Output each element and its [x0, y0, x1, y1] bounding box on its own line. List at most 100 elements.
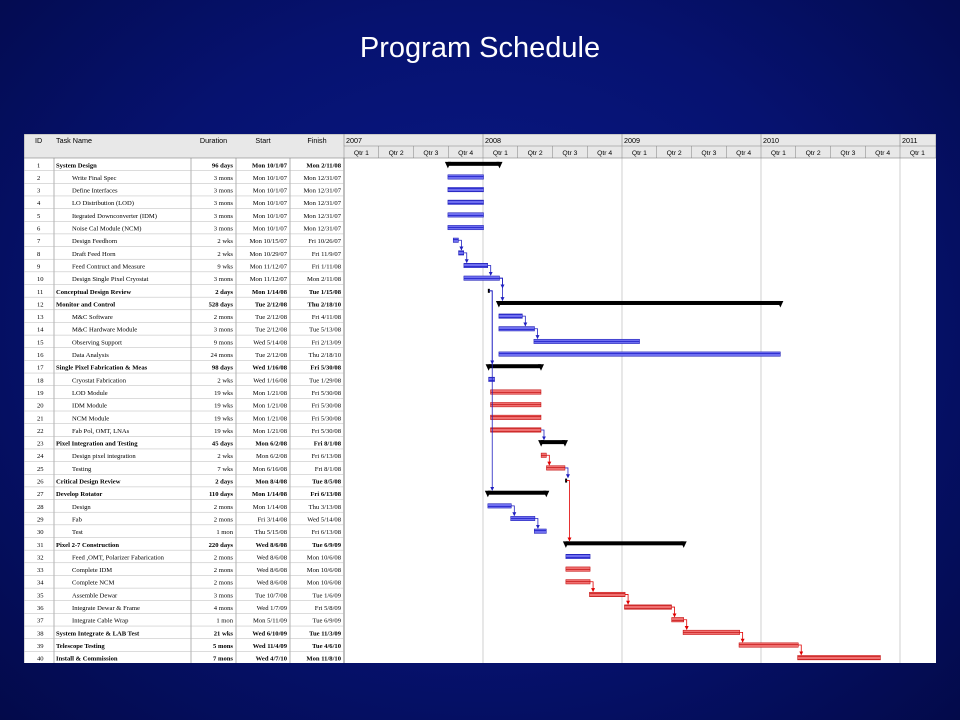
task-id: 40 — [37, 656, 44, 663]
task-start: Mon 6/2/08 — [256, 453, 288, 460]
summary-bar-cap — [538, 440, 545, 447]
task-finish: Fri 8/1/08 — [315, 466, 342, 473]
task-name: Define Interfaces — [72, 188, 118, 195]
task-finish: Tue 1/6/09 — [312, 592, 341, 599]
task-finish: Tue 1/29/08 — [309, 377, 342, 384]
task-id: 11 — [37, 289, 43, 296]
task-finish: Fri 5/30/08 — [312, 428, 342, 435]
task-id: 36 — [37, 605, 44, 612]
task-name: Observing Support — [72, 339, 122, 346]
quarter-label: Qtr 2 — [389, 150, 404, 157]
dependency-link — [522, 315, 528, 327]
task-id: 2 — [37, 175, 40, 182]
task-duration: 9 wks — [217, 263, 233, 270]
task-name: Draft Feed Horn — [72, 251, 116, 258]
task-start: Mon 1/14/08 — [252, 289, 288, 296]
task-duration: 19 wks — [214, 403, 233, 410]
task-id: 32 — [37, 554, 44, 561]
summary-bar-cap — [496, 161, 503, 169]
task-name: Pixel Integration and Testing — [56, 441, 138, 448]
task-finish: Wed 5/14/08 — [307, 516, 341, 523]
task-finish: Mon 2/11/08 — [306, 162, 341, 169]
task-id: 22 — [37, 428, 44, 435]
task-id: 16 — [37, 352, 44, 359]
summary-bar — [498, 300, 781, 305]
task-finish: Mon 12/31/07 — [303, 188, 341, 195]
task-duration: 528 days — [209, 301, 234, 308]
task-start: Mon 10/1/07 — [252, 162, 288, 169]
task-start: Mon 10/1/07 — [253, 200, 288, 207]
task-id: 29 — [37, 516, 44, 523]
task-bar — [533, 338, 640, 344]
task-id: 1 — [37, 162, 40, 169]
task-start: Wed 11/4/09 — [253, 643, 288, 650]
quarter-label: Qtr 3 — [840, 150, 855, 157]
task-duration: 19 wks — [214, 390, 233, 397]
task-finish: Fri 5/8/09 — [315, 605, 342, 612]
quarter-label: Qtr 1 — [910, 150, 925, 157]
task-start: Wed 8/6/08 — [257, 567, 288, 574]
task-start: Wed 8/6/08 — [257, 580, 288, 587]
task-start: Mon 1/21/08 — [253, 415, 288, 422]
task-name: IDM Module — [72, 403, 107, 410]
milestone-bar — [487, 288, 490, 293]
task-start: Mon 11/12/07 — [250, 263, 288, 270]
task-finish: Mon 10/6/08 — [307, 554, 342, 561]
task-name: Critical Design Review — [56, 479, 121, 486]
task-finish: Fri 5/30/08 — [312, 403, 342, 410]
gantt-svg: ID Task Name Duration Start Finish 2007 2008 20… — [24, 134, 936, 663]
dependency-link — [683, 619, 689, 631]
task-duration: 96 days — [212, 162, 234, 169]
dependency-link — [540, 429, 546, 441]
task-id: 37 — [37, 618, 44, 625]
task-bar — [682, 629, 740, 635]
summary-bar-cap — [543, 490, 550, 498]
task-name: M&C Hardware Module — [72, 327, 137, 334]
task-id: 27 — [37, 491, 44, 498]
summary-bar-cap — [562, 541, 569, 548]
summary-bar-cap — [561, 440, 568, 447]
link-layer — [458, 239, 804, 656]
task-name: M&C Software — [72, 314, 113, 321]
quarter-label: Qtr 4 — [597, 150, 612, 157]
task-id: 34 — [37, 580, 44, 587]
task-finish: Tue 5/13/08 — [309, 327, 342, 334]
column-header-duration: Duration — [200, 136, 227, 145]
task-duration: 98 days — [212, 365, 234, 372]
task-duration: 1 mon — [216, 618, 233, 625]
quarter-label: Qtr 3 — [562, 150, 577, 157]
task-id: 14 — [37, 327, 44, 334]
task-start: Tue 2/12/08 — [255, 327, 288, 334]
task-start: Wed 1/16/08 — [253, 377, 287, 384]
task-bar — [671, 617, 684, 623]
task-duration: 45 days — [212, 441, 234, 448]
summary-bar-cap — [495, 300, 502, 308]
task-bar — [447, 199, 484, 205]
task-bar — [488, 376, 495, 382]
task-start: Mon 1/14/08 — [253, 504, 288, 511]
column-header-start: Start — [255, 136, 270, 145]
dependency-link — [534, 328, 540, 340]
task-id: 19 — [37, 390, 44, 397]
task-duration: 3 mons — [214, 213, 234, 220]
dependency-link — [463, 252, 469, 264]
task-id: 17 — [37, 365, 44, 372]
task-duration: 2 mons — [214, 504, 234, 511]
task-name: LO Distribution (LOD) — [72, 200, 134, 207]
task-duration: 2 mons — [214, 580, 234, 587]
summary-bar — [487, 490, 547, 495]
task-name: Testing — [72, 466, 92, 473]
task-name: LOD Module — [72, 390, 108, 397]
task-id: 5 — [37, 213, 41, 220]
task-finish: Fri 10/26/07 — [308, 238, 341, 245]
task-finish: Tue 1/15/08 — [309, 289, 342, 296]
task-bar — [490, 402, 542, 408]
quarter-label: Qtr 4 — [875, 150, 890, 157]
task-name: Design Feedhorn — [72, 238, 118, 245]
task-name: Design pixel integration — [72, 453, 136, 460]
task-start: Tue 10/7/08 — [255, 592, 288, 599]
task-finish: Fri 5/30/08 — [310, 365, 341, 372]
task-name: Design Single Pixel Cryostat — [72, 276, 149, 283]
task-bar — [624, 604, 672, 610]
task-start: Mon 1/21/08 — [253, 428, 288, 435]
